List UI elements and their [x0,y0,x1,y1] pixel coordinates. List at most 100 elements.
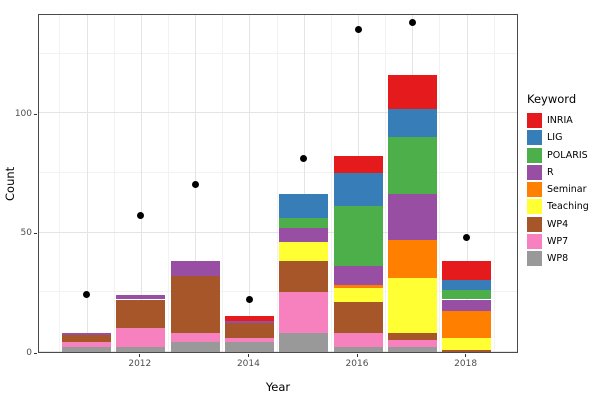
bar-segment-wp7 [224,337,274,343]
bar-segment-inria [387,75,437,109]
bar-segment-teaching [442,337,492,350]
legend-item: Seminar [527,182,599,198]
gridline-y-major [39,351,517,352]
legend-item: LIG [527,130,599,146]
bar-segment-r [224,320,274,324]
bar-segment-r [279,227,329,243]
data-point [300,155,308,163]
legend-swatch [527,234,542,250]
gridline-x-major [466,15,468,352]
data-point [83,291,90,299]
bar-segment-wp4 [442,349,492,352]
bar-segment-wp4 [62,335,111,343]
gridline-x-minor [493,15,495,352]
plot-panel [38,14,518,353]
x-tick-label: 2014 [236,359,260,369]
bar-segment-wp8 [116,347,166,352]
y-tick-label: 0 [26,347,32,358]
data-point [408,19,416,27]
bar-segment-lig [387,108,437,138]
legend-swatch [527,113,542,128]
bar-segment-wp4 [387,332,437,341]
bar-segment-teaching [279,242,329,262]
bar-segment-polaris [279,218,329,228]
y-axis-title: Count [3,166,17,201]
bar-segment-wp7 [279,292,329,333]
legend-items: INRIA LIG POLARIS R Seminar Teaching WP4 WP7 WP8 [527,113,599,267]
legend-item: WP7 [527,234,599,250]
gridline-x-minor [222,15,224,352]
legend-label: R [547,166,554,178]
legend-swatch [527,130,542,146]
bar-segment-seminar [333,285,383,288]
bar-segment-wp7 [387,340,437,348]
x-tick-label: 2012 [128,359,152,369]
legend-item: WP8 [527,251,599,267]
bar-segment-wp4 [279,261,329,293]
legend-item: INRIA [527,113,599,128]
gridline-x-minor [439,15,441,352]
bar-segment-r [333,266,383,286]
x-tick-mark [465,354,467,357]
bar-segment-wp4 [224,323,274,338]
legend-label: LIG [547,132,563,144]
x-tick-mark [139,354,141,357]
bar-segment-seminar [387,239,437,278]
gridline-x-minor [385,15,387,352]
data-point [137,212,145,220]
y-tick-mark [34,113,37,115]
bar-segment-wp4 [333,301,383,333]
bar-segment-wp7 [333,332,383,348]
legend-label: WP7 [547,236,569,248]
legend-item: POLARIS [527,147,599,163]
bar-segment-inria [333,156,383,173]
bar-segment-lig [442,280,492,290]
y-tick-mark [34,352,37,354]
legend-label: Seminar [547,184,587,196]
gridline-y-major [39,112,517,114]
legend-title: Keyword [527,92,577,106]
x-tick-mark [356,354,358,357]
legend: Keyword INRIA LIG POLARIS R Seminar Teaching W… [527,92,599,269]
gridline-x-minor [113,15,115,352]
y-tick-label: 100 [14,108,32,119]
bar-segment-wp8 [62,347,111,352]
gridline-y-minor [39,171,517,173]
bar-segment-r [170,261,220,276]
legend-label: INRIA [547,115,573,126]
legend-swatch [527,251,542,267]
bar-segment-wp8 [224,342,274,352]
legend-label: WP8 [547,253,569,265]
x-tick-mark [247,354,249,357]
legend-label: POLARIS [547,149,588,161]
gridline-x-major [140,15,142,352]
bar-segment-r [62,332,111,336]
legend-swatch [527,164,542,180]
bar-segment-lig [279,194,329,219]
x-tick-label: 2018 [454,359,478,369]
bar-segment-inria [224,316,274,321]
x-axis-title: Year [265,380,291,394]
bar-segment-lig [333,172,383,207]
bar-segment-wp8 [170,342,220,352]
y-tick-mark [34,233,37,235]
bar-segment-wp7 [116,328,166,348]
gridline-x-minor [59,15,61,352]
y-tick-label: 50 [20,228,32,239]
bar-segment-r [116,294,166,300]
gridline-y-minor [39,52,517,54]
bar-segment-polaris [333,206,383,267]
bar-segment-wp4 [116,299,166,329]
bar-segment-wp7 [170,332,220,343]
x-tick-label: 2016 [345,359,369,369]
bar-segment-r [387,194,437,240]
data-point [463,233,471,241]
legend-swatch [527,182,542,198]
legend-swatch [527,199,542,215]
gridline-y-minor [39,291,517,293]
gridline-x-minor [167,15,169,352]
legend-label: Teaching [547,201,589,213]
bar-segment-wp8 [279,332,329,352]
data-point [354,26,362,34]
